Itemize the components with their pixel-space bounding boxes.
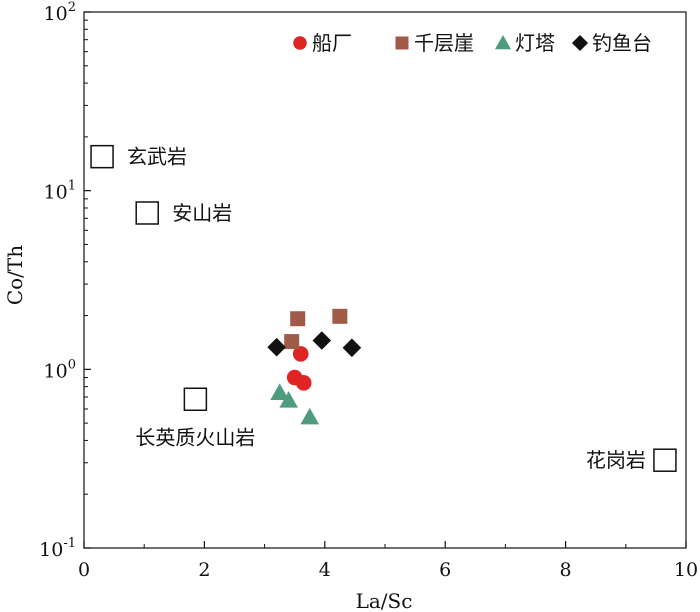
y-tick-label: 101 (44, 179, 76, 204)
y-axis-label: Co/Th (3, 245, 27, 305)
legend-marker-circle (293, 36, 307, 50)
data-point-square (332, 308, 348, 324)
legend: 船厂 千层崖 灯塔 钓鱼台 (293, 31, 652, 55)
legend-marker-diamond (571, 34, 589, 52)
reference-label: 长英质火山岩 (135, 425, 255, 449)
reference-label: 安山岩 (172, 201, 232, 225)
x-axis-label: La/Sc (356, 589, 413, 612)
legend-marker-triangle (494, 34, 512, 50)
data-point-triangle (270, 383, 289, 400)
data-point-diamond (267, 337, 286, 357)
reference-box (135, 201, 159, 225)
x-tick-label: 8 (560, 559, 572, 581)
data-point-square (290, 311, 306, 327)
x-tick-label: 6 (439, 559, 451, 581)
reference-box (90, 144, 114, 169)
reference-box (653, 448, 677, 472)
y-tick-label: 102 (44, 0, 76, 25)
x-tick-label: 10 (674, 559, 698, 581)
reference-label: 玄武岩 (127, 145, 187, 169)
axes: 0 2 4 6 8 10 10-1 100 101 102 (39, 0, 698, 581)
legend-label: 钓鱼台 (592, 31, 652, 55)
x-tick-label: 0 (78, 559, 90, 581)
data-point-square (284, 334, 300, 350)
reference-box (183, 387, 208, 412)
data-point-circle (295, 375, 312, 391)
legend-label: 千层崖 (414, 31, 474, 55)
reference-label: 花岗岩 (586, 448, 646, 472)
data-point-circle (292, 346, 309, 362)
y-tick-label: 100 (44, 357, 76, 382)
legend-label: 灯塔 (515, 31, 555, 55)
legend-label: 船厂 (312, 31, 352, 55)
data-points (267, 308, 362, 425)
data-point-triangle (279, 391, 298, 408)
x-tick-label: 4 (319, 559, 331, 581)
y-tick-label: 10-1 (39, 536, 76, 561)
data-point-triangle (300, 407, 320, 425)
data-point-diamond (312, 331, 332, 350)
x-tick-label: 2 (198, 559, 210, 581)
data-point-diamond (342, 338, 362, 358)
legend-marker-square (395, 36, 409, 50)
